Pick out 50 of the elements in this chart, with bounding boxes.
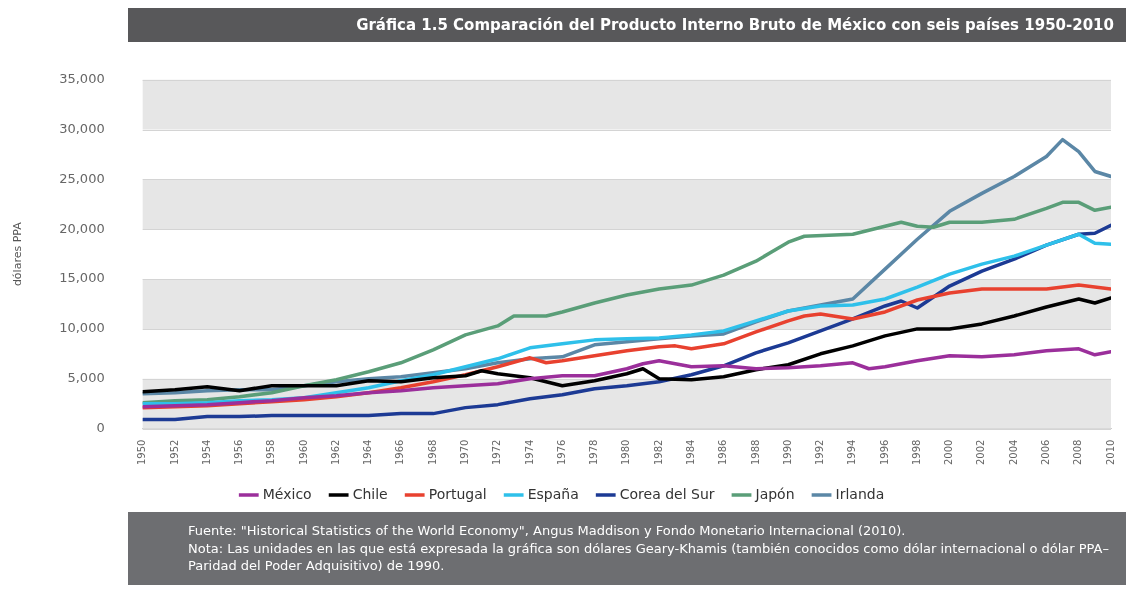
x-tick-label: 1978 — [588, 439, 600, 465]
source-note: Fuente: "Historical Statistics of the World Economy", Angus Maddison y Fondo Monetario Internacional (2010). — [188, 522, 907, 540]
x-tick-label: 1986 — [717, 439, 729, 465]
x-tick-label: 1952 — [168, 439, 180, 465]
legend-label: Irlanda — [835, 485, 885, 502]
legend-label: Corea del Sur — [619, 485, 715, 502]
x-tick-label: 2010 — [1104, 439, 1116, 465]
x-tick-label: 2006 — [1040, 439, 1052, 465]
legend-label: España — [527, 485, 579, 502]
y-tick-label: 5,000 — [67, 370, 105, 386]
y-tick-label: 0 — [96, 419, 105, 435]
chart-title: Gráfica 1.5 Comparación del Producto Interno Bruto de México con seis países 1950-2010 — [128, 8, 1126, 42]
x-tick-label: 1968 — [426, 439, 438, 465]
x-tick-label: 1982 — [652, 439, 664, 465]
x-tick-label: 1996 — [878, 439, 890, 465]
x-tick-label: 1974 — [523, 439, 535, 465]
y-tick-label: 10,000 — [59, 320, 105, 336]
legend-label: Chile — [352, 485, 388, 502]
legend-label: México — [262, 485, 312, 502]
x-tick-label: 2008 — [1072, 439, 1084, 465]
x-tick-label: 1950 — [136, 439, 148, 465]
x-tick-label: 2004 — [1007, 439, 1019, 465]
legend-label: Portugal — [428, 485, 487, 502]
x-tick-label: 1970 — [459, 439, 471, 465]
x-tick-label: 1966 — [394, 439, 406, 465]
x-tick-label: 1976 — [555, 439, 567, 465]
x-tick-label: 1994 — [846, 439, 858, 465]
y-tick-label: 20,000 — [59, 220, 105, 236]
x-tick-label: 1964 — [362, 439, 374, 465]
y-axis-title: dólares PPA — [11, 221, 25, 287]
y-tick-label: 35,000 — [59, 71, 105, 87]
x-tick-label: 1958 — [265, 439, 277, 465]
x-tick-label: 1972 — [491, 439, 503, 465]
y-tick-label: 25,000 — [59, 170, 105, 186]
x-tick-label: 1998 — [910, 439, 922, 465]
x-tick-label: 1988 — [749, 439, 761, 465]
x-tick-label: 1992 — [814, 439, 826, 465]
x-tick-label: 2002 — [975, 439, 987, 465]
x-tick-label: 1956 — [233, 439, 245, 465]
x-tick-label: 1980 — [620, 439, 632, 465]
legend-label: Japón — [754, 485, 795, 502]
x-tick-label: 1962 — [329, 439, 341, 465]
y-tick-label: 15,000 — [59, 270, 105, 286]
y-tick-label: 30,000 — [59, 121, 105, 136]
x-tick-label: 1990 — [781, 439, 793, 465]
text: Nota: Las unidades en las que está expresada la gráfica son dólares Geary-Khamis (también conocidos como dólar internacional o dólar PPA–Paridad del Poder Adquisitivo) de 1990. — [188, 539, 1110, 575]
x-tick-label: 1954 — [200, 439, 212, 465]
x-tick-label: 1960 — [297, 439, 309, 465]
x-tick-label: 1984 — [684, 439, 696, 465]
x-tick-label: 2000 — [943, 439, 955, 465]
